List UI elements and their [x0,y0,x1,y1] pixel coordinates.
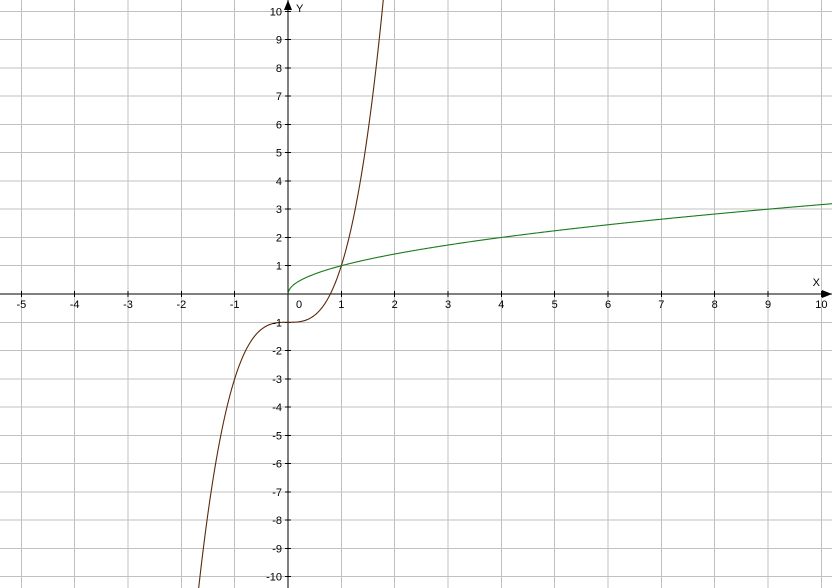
svg-text:0: 0 [296,299,302,311]
svg-text:7: 7 [276,91,282,103]
svg-text:-7: -7 [272,487,282,499]
chart-container: -5-4-3-2-1012345678910-10-9-8-7-6-5-4-3-… [0,0,832,588]
svg-text:2: 2 [276,232,282,244]
svg-text:5: 5 [276,148,282,160]
svg-text:8: 8 [276,63,282,75]
svg-text:4: 4 [498,299,504,311]
svg-text:-1: -1 [230,299,240,311]
svg-text:-6: -6 [272,459,282,471]
svg-text:-10: -10 [266,572,282,584]
svg-text:3: 3 [445,299,451,311]
series-curve2 [288,204,832,294]
chart-svg: -5-4-3-2-1012345678910-10-9-8-7-6-5-4-3-… [0,0,832,588]
svg-text:10: 10 [815,299,827,311]
svg-text:10: 10 [270,6,282,18]
tick-labels: -5-4-3-2-1012345678910-10-9-8-7-6-5-4-3-… [16,6,827,583]
svg-text:-2: -2 [272,346,282,358]
svg-text:5: 5 [552,299,558,311]
svg-text:3: 3 [276,204,282,216]
svg-text:9: 9 [276,35,282,47]
svg-text:-4: -4 [272,402,282,414]
y-axis-label: Y [296,3,304,15]
axes [0,0,832,588]
svg-text:4: 4 [276,176,282,188]
svg-text:-3: -3 [123,299,133,311]
svg-text:-3: -3 [272,374,282,386]
svg-text:-4: -4 [70,299,80,311]
svg-text:-9: -9 [272,543,282,555]
svg-text:1: 1 [276,261,282,273]
svg-text:1: 1 [338,299,344,311]
svg-text:6: 6 [276,119,282,131]
svg-text:7: 7 [658,299,664,311]
x-axis-label: X [813,277,821,289]
svg-text:-1: -1 [272,317,282,329]
svg-text:2: 2 [392,299,398,311]
svg-text:6: 6 [605,299,611,311]
svg-text:-2: -2 [176,299,186,311]
svg-text:9: 9 [765,299,771,311]
svg-text:-5: -5 [16,299,26,311]
svg-text:-5: -5 [272,430,282,442]
svg-text:8: 8 [712,299,718,311]
svg-text:-8: -8 [272,515,282,527]
